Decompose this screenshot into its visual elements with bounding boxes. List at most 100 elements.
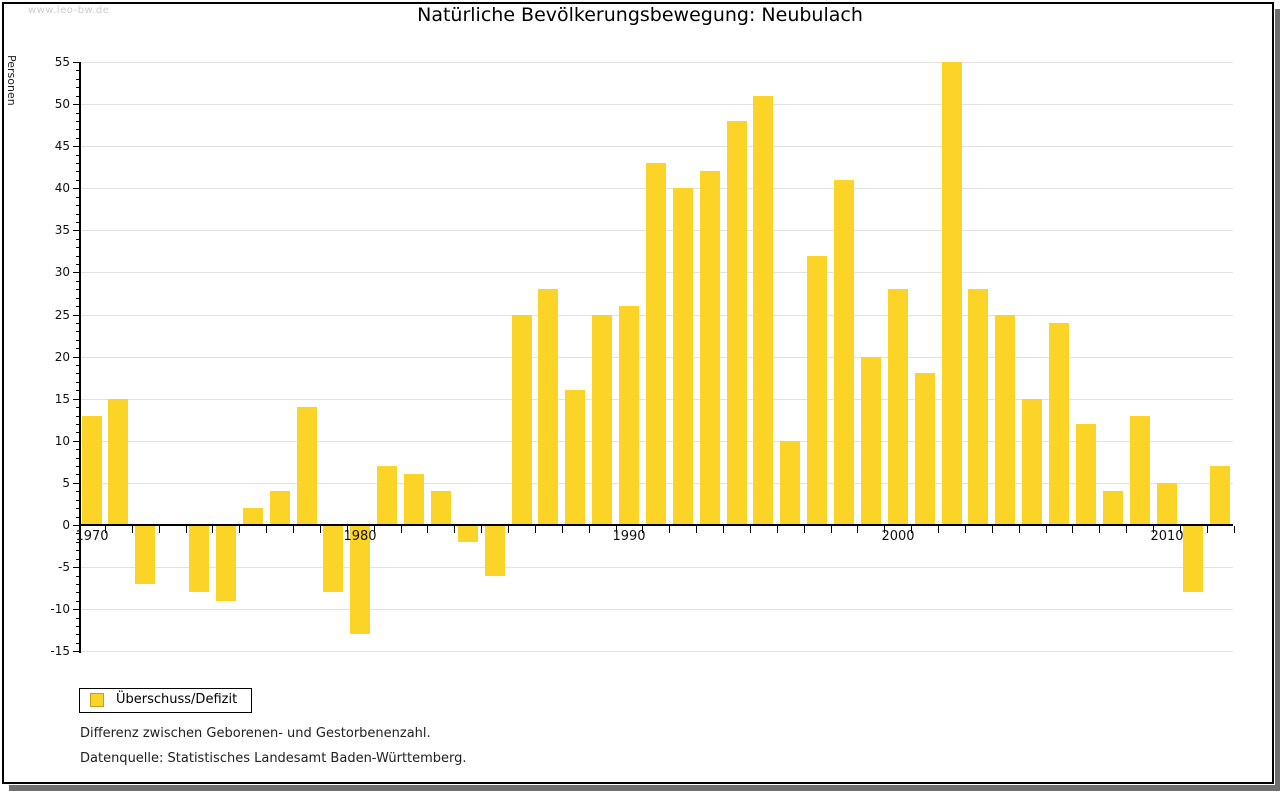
x-minor-tick [1153, 526, 1154, 533]
y-tick-10 [73, 441, 80, 442]
y-minor-tick [76, 298, 80, 299]
chart-description: Differenz zwischen Geborenen- und Gestor… [80, 726, 431, 741]
x-minor-tick [186, 526, 187, 533]
y-minor-tick [76, 474, 80, 475]
x-tick-label-2000: 2000 [881, 529, 915, 544]
x-minor-tick [481, 526, 482, 533]
y-tick-label-35: 35 [54, 223, 70, 237]
data-source: Datenquelle: Statistisches Landesamt Bad… [80, 751, 467, 766]
y-minor-tick [76, 449, 80, 450]
gridline-y--15 [80, 651, 1233, 652]
y-tick-5 [73, 483, 80, 484]
bar-2003 [968, 289, 988, 525]
bar-2002 [942, 62, 962, 525]
y-tick-label-10: 10 [54, 434, 70, 448]
x-minor-tick [562, 526, 563, 533]
y-minor-tick [76, 171, 80, 172]
y-tick-label-50: 50 [54, 97, 70, 111]
y-tick--15 [73, 651, 80, 652]
y-tick-label-5: 5 [62, 476, 70, 490]
x-tick-label-2010: 2010 [1150, 529, 1184, 544]
y-minor-tick [76, 205, 80, 206]
y-minor-tick [76, 390, 80, 391]
bar-1983 [431, 491, 451, 525]
x-minor-tick [696, 526, 697, 533]
bar-1976 [243, 508, 263, 525]
x-minor-tick [535, 526, 536, 533]
y-tick-45 [73, 146, 80, 147]
y-minor-tick [76, 508, 80, 509]
bar-1972 [135, 526, 155, 584]
y-minor-tick [76, 416, 80, 417]
y-minor-tick [76, 517, 80, 518]
bar-2011 [1183, 526, 1203, 592]
x-minor-tick [508, 526, 509, 533]
y-minor-tick [76, 138, 80, 139]
y-tick-label--5: -5 [58, 560, 70, 574]
x-minor-tick [750, 526, 751, 533]
y-minor-tick [76, 592, 80, 593]
x-minor-tick [320, 526, 321, 533]
y-tick-50 [73, 104, 80, 105]
bar-1993 [700, 171, 720, 525]
bar-1971 [108, 399, 128, 525]
bar-1990 [619, 306, 639, 525]
y-minor-tick [76, 331, 80, 332]
y-tick-label--15: -15 [50, 644, 70, 658]
y-minor-tick [76, 382, 80, 383]
bar-2008 [1103, 491, 1123, 525]
y-minor-tick [76, 576, 80, 577]
bar-1970 [82, 416, 102, 525]
bar-1989 [592, 315, 612, 525]
bar-2012 [1210, 466, 1230, 525]
y-tick-40 [73, 188, 80, 189]
y-minor-tick [76, 348, 80, 349]
x-minor-tick [212, 526, 213, 533]
x-minor-tick [669, 526, 670, 533]
bar-2004 [995, 315, 1015, 525]
drop-shadow-right [1275, 9, 1280, 791]
x-minor-tick [831, 526, 832, 533]
bar-1977 [270, 491, 290, 525]
y-minor-tick [76, 306, 80, 307]
x-tick-label-1990: 1990 [612, 529, 646, 544]
x-minor-tick [884, 526, 885, 533]
y-minor-tick [76, 533, 80, 534]
bar-1984 [458, 526, 478, 542]
x-minor-tick [777, 526, 778, 533]
bar-2001 [915, 373, 935, 525]
y-minor-tick [76, 559, 80, 560]
y-minor-tick [76, 79, 80, 80]
x-minor-tick [401, 526, 402, 533]
y-tick-label-40: 40 [54, 181, 70, 195]
x-minor-tick [347, 526, 348, 533]
gridline-y--10 [80, 609, 1233, 610]
bar-1996 [780, 441, 800, 525]
x-minor-tick [1046, 526, 1047, 533]
y-minor-tick [76, 113, 80, 114]
y-minor-tick [76, 466, 80, 467]
bar-1995 [753, 96, 773, 525]
y-tick-label-25: 25 [54, 308, 70, 322]
x-minor-tick [857, 526, 858, 533]
gridline-y-45 [80, 146, 1233, 147]
y-minor-tick [76, 542, 80, 543]
y-minor-tick [76, 180, 80, 181]
y-minor-tick [76, 584, 80, 585]
x-tick-label-1970: 1970 [75, 529, 109, 544]
bar-2006 [1049, 323, 1069, 525]
y-minor-tick [76, 256, 80, 257]
x-minor-tick [239, 526, 240, 533]
x-minor-tick [723, 526, 724, 533]
bar-1997 [807, 256, 827, 525]
y-minor-tick [76, 458, 80, 459]
legend-swatch [90, 693, 104, 707]
x-minor-tick [1126, 526, 1127, 533]
y-tick-55 [73, 62, 80, 63]
bar-1987 [538, 289, 558, 525]
x-minor-tick [105, 526, 106, 533]
y-tick-label-30: 30 [54, 265, 70, 279]
x-minor-tick [938, 526, 939, 533]
y-tick-label-55: 55 [54, 55, 70, 69]
y-tick-label-0: 0 [62, 518, 70, 532]
